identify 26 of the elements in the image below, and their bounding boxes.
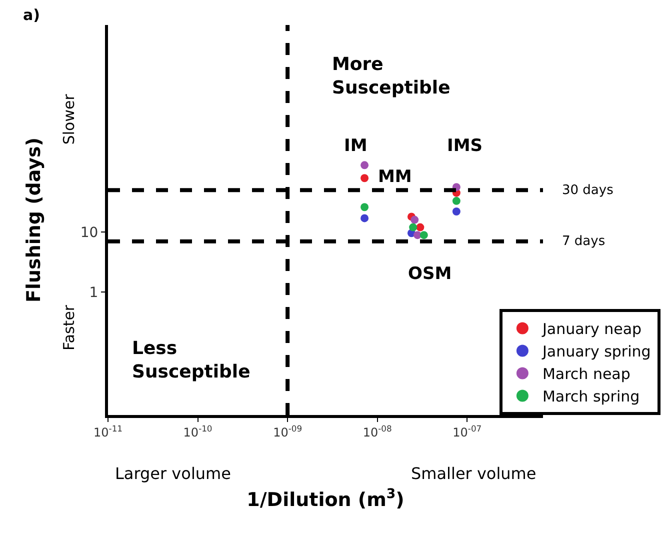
text: Smaller volume [411, 464, 536, 483]
annotation: Less Susceptible [132, 338, 250, 382]
y-tick-label: 1 [89, 285, 98, 302]
ref-line-label: 30 days [562, 183, 614, 198]
ref-line-label: 7 days [562, 234, 606, 249]
annotation: IMS [447, 136, 482, 156]
text: Slower [60, 93, 78, 145]
text: a) [23, 6, 40, 24]
x-tick-label: 10$^{-07}$ [452, 423, 482, 440]
annotation: IM [344, 136, 368, 156]
text: Faster [60, 304, 78, 350]
y-tick-label: 10 [80, 224, 98, 241]
annotation: More Susceptible [332, 54, 450, 98]
legend-label: March spring [542, 388, 640, 406]
annotation: MM [378, 167, 412, 187]
legend-label: January neap [541, 320, 642, 338]
text: Larger volume [115, 464, 231, 483]
y-axis-title: Flushing (days) [23, 137, 46, 303]
x-tick-label: 10$^{-08}$ [362, 423, 392, 440]
x-axis-title: 1/Dilution (m$^{3}$) [246, 487, 404, 512]
annotation: OSM [408, 264, 452, 284]
x-tick-label: 10$^{-09}$ [273, 423, 302, 440]
x-tick-label: 10$^{-10}$ [183, 423, 212, 440]
x-tick-label: 10$^{-11}$ [94, 423, 122, 440]
legend-label: January spring [541, 342, 651, 361]
legend-label: March neap [542, 365, 630, 384]
